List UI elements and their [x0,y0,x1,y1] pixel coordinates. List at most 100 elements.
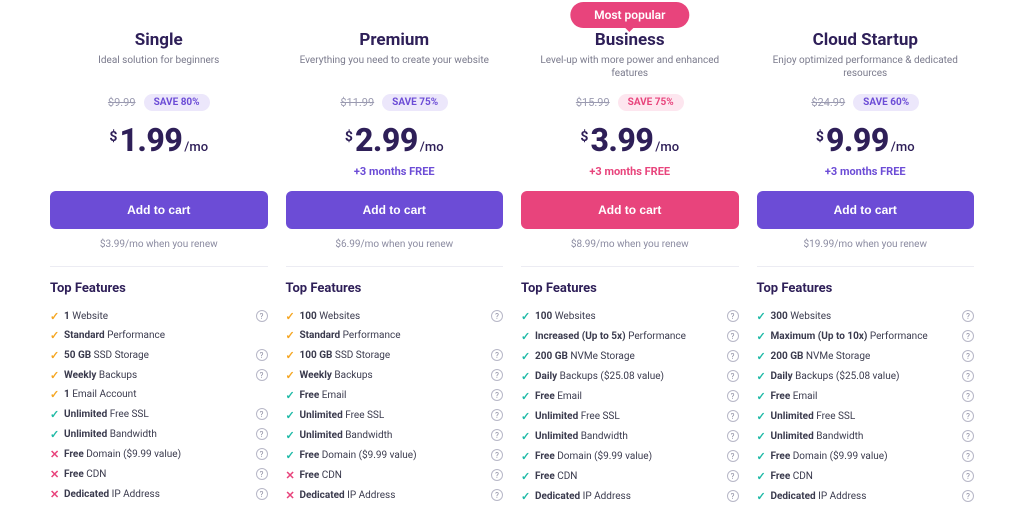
help-icon[interactable]: ? [962,450,974,462]
help-icon[interactable]: ? [727,470,739,482]
feature-bold: Standard [64,330,105,341]
help-icon[interactable]: ? [491,449,503,461]
help-icon[interactable]: ? [256,488,268,500]
help-icon[interactable]: ? [491,409,503,421]
feature-row: ✓Free Domain ($9.99 value)? [286,445,504,465]
check-icon: ✓ [757,311,771,322]
help-icon[interactable]: ? [727,310,739,322]
help-icon[interactable]: ? [962,470,974,482]
feature-rest: NVMe Storage [803,351,870,362]
help-icon[interactable]: ? [962,430,974,442]
help-icon[interactable]: ? [727,330,739,342]
help-icon[interactable]: ? [962,390,974,402]
help-icon[interactable]: ? [727,350,739,362]
add-to-cart-button[interactable]: Add to cart [521,191,739,229]
add-to-cart-button[interactable]: Add to cart [757,191,975,229]
feature-text: Free Email [535,391,727,402]
help-icon[interactable]: ? [491,489,503,501]
help-icon[interactable]: ? [491,349,503,361]
plan-card: Cloud StartupEnjoy optimized performance… [757,30,975,506]
help-icon[interactable]: ? [256,408,268,420]
feature-row: ✓300 Websites? [757,306,975,326]
feature-row: ✓Free CDN? [757,466,975,486]
price-amount: 3.99 [590,121,653,159]
feature-rest: Bandwidth [578,431,628,442]
check-icon: ✓ [757,451,771,462]
feature-row: ✓Unlimited Free SSL? [50,404,268,424]
plan-title: Cloud Startup [757,30,975,50]
price: $1.99/mo [50,121,268,159]
help-icon[interactable]: ? [491,310,503,322]
help-icon[interactable]: ? [256,468,268,480]
help-icon[interactable]: ? [962,410,974,422]
help-icon[interactable]: ? [256,448,268,460]
feature-text: Unlimited Bandwidth [64,429,256,440]
feature-rest: Backups ($25.08 value) [793,371,900,382]
help-icon[interactable]: ? [727,430,739,442]
feature-row: ✓Unlimited Free SSL? [286,405,504,425]
help-icon[interactable]: ? [256,310,268,322]
renew-note: $8.99/mo when you renew [521,239,739,250]
features-title: Top Features [757,281,975,296]
feature-row: ✓Weekly Backups? [50,365,268,385]
currency-symbol: $ [109,129,117,145]
feature-bold: 300 [771,311,788,322]
help-icon[interactable]: ? [962,490,974,502]
feature-row: ✓100 Websites? [521,306,739,326]
bonus-text: +3 months FREE [757,165,975,179]
help-icon[interactable]: ? [256,349,268,361]
feature-row: ✓Maximum (Up to 10x) Performance? [757,326,975,346]
help-icon[interactable]: ? [727,490,739,502]
feature-text: Unlimited Bandwidth [300,430,492,441]
feature-row: ✓1 Website? [50,306,268,326]
plan-header: PremiumEverything you need to create you… [286,30,504,80]
check-icon: ✓ [50,429,64,440]
feature-bold: Increased (Up to 5x) [535,331,626,342]
feature-row: ✓Dedicated IP Address? [757,486,975,506]
cross-icon: ✕ [286,470,300,481]
add-to-cart-button[interactable]: Add to cart [50,191,268,229]
help-icon[interactable]: ? [491,389,503,401]
bonus-text: +3 months FREE [286,165,504,179]
currency-symbol: $ [345,129,353,145]
plan-header: Cloud StartupEnjoy optimized performance… [757,30,975,80]
help-icon[interactable]: ? [256,428,268,440]
cross-icon: ✕ [50,449,64,460]
help-icon[interactable]: ? [491,429,503,441]
feature-rest: NVMe Storage [568,351,635,362]
cross-icon: ✕ [50,489,64,500]
feature-rest: Backups [332,370,373,381]
help-icon[interactable]: ? [962,350,974,362]
divider [757,266,975,267]
feature-row: ✓Daily Backups ($25.08 value)? [757,366,975,386]
check-icon: ✓ [286,350,300,361]
feature-text: Standard Performance [300,330,504,341]
help-icon[interactable]: ? [727,390,739,402]
plan-title: Business [521,30,739,50]
feature-row: ✕Free CDN? [286,465,504,485]
feature-bold: Standard [300,330,341,341]
price-amount: 2.99 [355,121,418,159]
help-icon[interactable]: ? [491,469,503,481]
feature-rest: Websites [788,311,831,322]
help-icon[interactable]: ? [256,369,268,381]
help-icon[interactable]: ? [727,450,739,462]
help-icon[interactable]: ? [962,370,974,382]
add-to-cart-button[interactable]: Add to cart [286,191,504,229]
feature-bold: 200 GB [535,351,568,362]
help-icon[interactable]: ? [727,370,739,382]
feature-bold: Free [771,451,791,462]
help-icon[interactable]: ? [727,410,739,422]
price: $9.99/mo [757,121,975,159]
check-icon: ✓ [757,351,771,362]
help-icon[interactable]: ? [491,369,503,381]
features-title: Top Features [286,281,504,296]
check-icon: ✓ [757,431,771,442]
divider [50,266,268,267]
feature-bold: Weekly [300,370,332,381]
help-icon[interactable]: ? [962,310,974,322]
feature-rest: Bandwidth [107,429,157,440]
check-icon: ✓ [521,331,535,342]
plan-title: Premium [286,30,504,50]
help-icon[interactable]: ? [962,330,974,342]
